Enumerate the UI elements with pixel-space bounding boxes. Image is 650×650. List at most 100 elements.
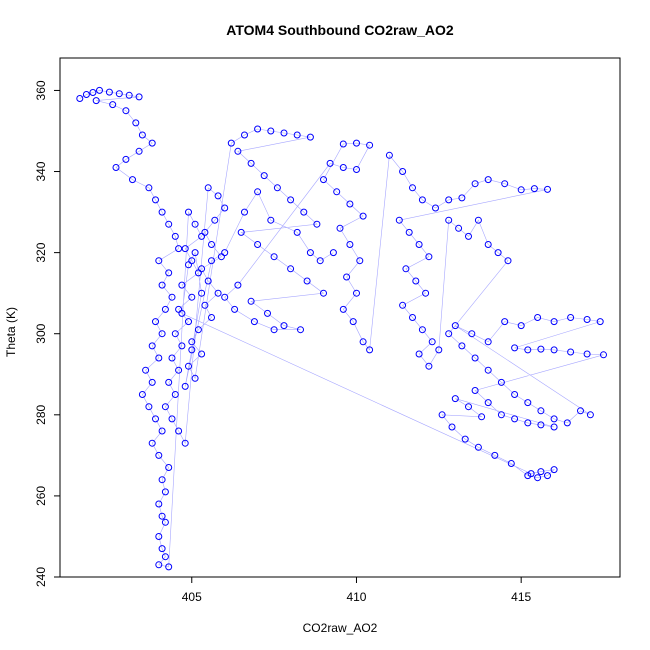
data-point-0-218 [544, 472, 551, 480]
data-point-0-36 [145, 403, 153, 411]
data-point-0-140 [418, 196, 426, 204]
data-point-0-227 [181, 382, 189, 390]
data-point-0-154 [402, 265, 410, 273]
data-point-0-86 [198, 350, 206, 358]
data-point-0-192 [596, 318, 604, 326]
data-point-0-0 [76, 95, 84, 102]
data-point-0-63 [178, 342, 186, 350]
data-point-0-185 [484, 338, 492, 346]
data-point-0-147 [517, 186, 525, 194]
data-point-0-146 [501, 180, 509, 188]
data-point-0-62 [171, 330, 179, 338]
data-point-0-203 [511, 415, 519, 423]
data-point-0-179 [550, 415, 558, 423]
data-point-0-109 [247, 297, 255, 305]
data-point-0-193 [511, 344, 519, 352]
y-axis-label: Theta (K) [4, 307, 18, 357]
data-point-0-94 [293, 131, 301, 139]
data-point-0-112 [297, 326, 304, 334]
data-point-0-30 [158, 330, 166, 338]
data-point-0-217 [534, 474, 542, 482]
data-point-0-150 [395, 216, 403, 224]
data-point-0-183 [451, 322, 459, 330]
data-point-0-1 [82, 91, 90, 98]
data-point-0-75 [211, 216, 219, 224]
data-point-0-118 [326, 159, 334, 167]
data-point-0-41 [165, 464, 173, 471]
data-point-0-80 [204, 277, 212, 285]
data-point-0-68 [161, 403, 169, 411]
data-point-0-106 [287, 265, 295, 273]
data-point-0-28 [161, 305, 169, 313]
data-point-0-207 [451, 395, 459, 403]
data-point-0-100 [287, 196, 295, 204]
data-point-0-173 [471, 354, 479, 362]
data-point-0-169 [494, 249, 502, 257]
data-point-0-176 [511, 391, 519, 398]
data-point-0-87 [185, 362, 192, 370]
data-point-0-64 [168, 354, 176, 362]
data-point-0-92 [267, 127, 275, 135]
data-point-0-104 [254, 241, 262, 248]
data-point-0-66 [165, 378, 173, 386]
data-point-0-196 [550, 346, 558, 354]
data-point-0-116 [221, 293, 229, 301]
data-point-0-114 [250, 318, 258, 326]
data-point-0-126 [346, 200, 354, 208]
data-point-0-23 [175, 245, 183, 253]
data-point-0-99 [273, 184, 281, 192]
data-point-0-225 [198, 289, 206, 297]
data-point-0-81 [214, 289, 222, 297]
data-point-0-194 [524, 346, 532, 354]
data-point-0-5 [115, 90, 123, 98]
data-point-0-38 [158, 427, 166, 435]
data-point-0-7 [135, 93, 143, 101]
data-point-0-159 [418, 326, 426, 334]
data-point-0-200 [471, 387, 479, 394]
data-point-0-210 [438, 411, 446, 419]
data-point-0-55 [181, 245, 189, 253]
data-point-0-135 [359, 338, 367, 346]
data-point-0-136 [366, 346, 374, 354]
data-point-0-221 [527, 470, 535, 478]
data-point-0-88 [191, 374, 199, 382]
data-point-0-15 [122, 155, 130, 163]
data-point-0-79 [198, 265, 206, 273]
data-point-0-96 [234, 147, 242, 155]
data-point-0-123 [339, 140, 347, 148]
data-point-0-120 [353, 166, 360, 173]
data-point-0-230 [241, 208, 248, 216]
data-point-0-214 [491, 451, 499, 459]
data-point-0-145 [484, 176, 492, 184]
data-point-0-223 [185, 261, 192, 269]
data-point-0-170 [504, 257, 512, 265]
data-point-0-175 [497, 378, 505, 386]
data-point-0-213 [474, 443, 482, 451]
data-point-0-84 [194, 326, 202, 334]
data-point-0-195 [537, 345, 545, 353]
data-point-0-171 [445, 330, 453, 338]
data-point-0-73 [214, 192, 222, 200]
data-point-0-156 [422, 289, 430, 297]
data-point-0-181 [577, 407, 584, 415]
data-point-0-47 [155, 533, 163, 540]
y-tick-label-5: 340 [34, 161, 48, 181]
data-point-0-134 [349, 318, 357, 326]
plot-frame [59, 57, 621, 578]
data-point-0-141 [432, 204, 439, 212]
data-point-0-157 [399, 301, 407, 309]
data-point-0-167 [474, 216, 482, 224]
data-point-0-61 [185, 318, 192, 326]
x-tick-label-1: 410 [346, 590, 366, 604]
data-point-0-215 [507, 460, 515, 467]
data-point-0-20 [158, 208, 166, 216]
data-point-0-149 [544, 185, 551, 193]
data-point-0-69 [168, 415, 176, 423]
data-point-0-110 [264, 309, 271, 317]
data-point-0-224 [191, 249, 199, 257]
data-point-0-199 [600, 351, 607, 359]
data-point-0-83 [208, 314, 215, 321]
data-point-0-184 [468, 330, 476, 338]
data-point-0-40 [155, 451, 163, 459]
data-point-0-191 [583, 316, 591, 323]
